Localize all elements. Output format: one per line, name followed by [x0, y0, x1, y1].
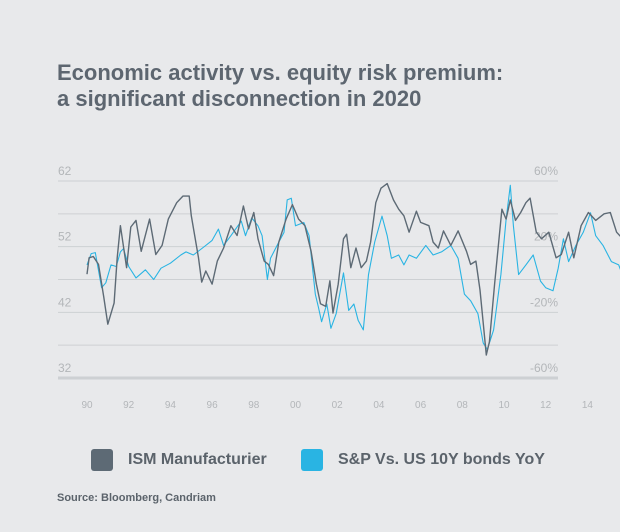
chart-title: Economic activity vs. equity risk premiu… — [57, 60, 597, 112]
right-tick-label: -20% — [530, 295, 558, 309]
legend: ISM Manufacturier S&P Vs. US 10Y bonds Y… — [0, 449, 620, 475]
legend-label-ism: ISM Manufacturier — [128, 451, 267, 468]
source-note: Source: Bloomberg, Candriam — [57, 492, 216, 504]
right-tick-label: 60% — [534, 164, 558, 178]
title-line-2: a significant disconnection in 2020 — [57, 86, 422, 111]
x-tick-label: 04 — [373, 400, 385, 411]
left-tick-label: 62 — [58, 164, 72, 178]
x-tick-label: 90 — [81, 400, 93, 411]
x-tick-label: 06 — [415, 400, 427, 411]
legend-swatch-ism — [91, 449, 113, 471]
legend-label-sp: S&P Vs. US 10Y bonds YoY — [338, 451, 545, 468]
x-tick-label: 98 — [248, 400, 260, 411]
left-tick-label: 32 — [58, 361, 72, 375]
right-axis-ticks: 60% 20% -20% -60% — [530, 164, 558, 375]
left-axis-ticks: 62 52 42 32 — [58, 164, 72, 375]
x-axis-ticks: 90929496980002040608101214161820 — [81, 400, 594, 411]
x-tick-label: 02 — [332, 400, 344, 411]
gridlines — [58, 180, 558, 380]
right-tick-label: -60% — [530, 361, 558, 375]
left-tick-label: 52 — [58, 230, 72, 244]
x-tick-label: 08 — [457, 400, 469, 411]
legend-item-sp: S&P Vs. US 10Y bonds YoY — [301, 449, 545, 471]
x-tick-label: 10 — [498, 400, 510, 411]
x-tick-label: 96 — [207, 400, 219, 411]
series-lines — [86, 182, 620, 356]
title-line-1: Economic activity vs. equity risk premiu… — [57, 60, 504, 85]
x-tick-label: 00 — [290, 400, 302, 411]
x-tick-label: 94 — [165, 400, 177, 411]
series-line-sp — [86, 184, 620, 350]
right-tick-label: 20% — [534, 230, 558, 244]
left-tick-label: 42 — [58, 295, 72, 309]
legend-item-ism: ISM Manufacturier — [91, 449, 267, 471]
legend-swatch-sp — [301, 449, 323, 471]
line-chart: 62 52 42 32 60% 20% -20% -60% 90 92 94 96 98 00 02 04… — [58, 164, 620, 411]
x-tick-label: 12 — [540, 400, 552, 411]
x-tick-label: 92 — [123, 400, 135, 411]
x-tick-label: 14 — [582, 400, 594, 411]
series-line-ism — [86, 182, 620, 356]
